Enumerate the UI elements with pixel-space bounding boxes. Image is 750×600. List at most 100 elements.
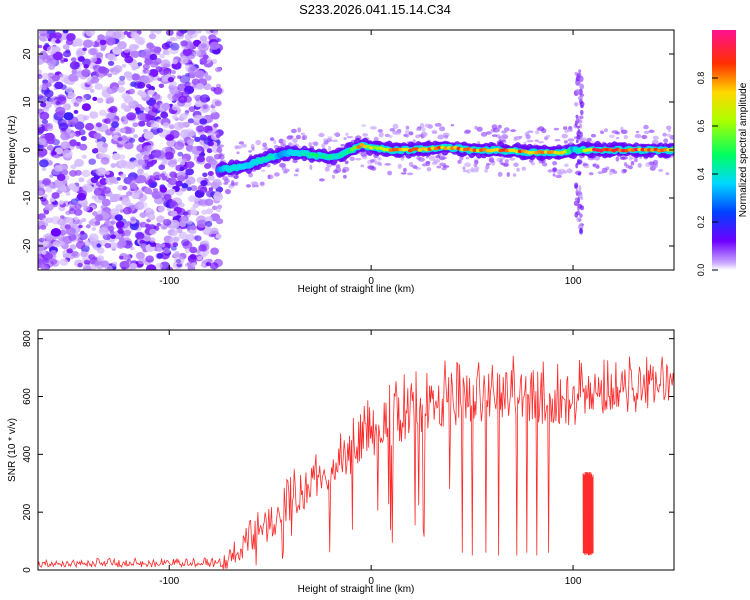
- noise-speckle: [62, 149, 73, 158]
- noise-speckle: [191, 262, 197, 267]
- noise-speckle: [155, 262, 163, 269]
- noise-speckle: [181, 239, 190, 247]
- noise-speckle: [194, 136, 201, 142]
- noise-speckle: [72, 186, 79, 193]
- noise-speckle: [43, 234, 51, 240]
- ridge-core: [330, 154, 336, 159]
- ridge-halo: [594, 155, 600, 161]
- noise-speckle: [168, 200, 177, 207]
- snr-dense-band: [582, 471, 594, 556]
- noise-speckle: [165, 51, 171, 56]
- ridge-halo: [466, 168, 471, 174]
- noise-speckle: [119, 255, 124, 260]
- ridge-halo: [601, 167, 608, 173]
- noise-speckle: [40, 183, 45, 188]
- noise-speckle: [190, 185, 198, 192]
- noise-speckle: [168, 124, 175, 130]
- noise-speckle: [189, 228, 197, 235]
- noise-speckle: [161, 158, 168, 164]
- ridge-halo: [332, 139, 338, 143]
- noise-speckle: [191, 78, 200, 85]
- noise-speckle: [90, 176, 99, 184]
- noise-speckle: [82, 183, 92, 192]
- noise-speckle: [196, 155, 205, 163]
- noise-speckle: [174, 255, 185, 265]
- noise-speckle: [93, 148, 99, 152]
- noise-speckle: [42, 240, 50, 247]
- noise-speckle: [73, 216, 79, 221]
- vertical-feature-mark: [577, 191, 583, 198]
- noise-speckle: [45, 217, 53, 224]
- ridge-halo: [251, 146, 255, 151]
- noise-speckle: [139, 106, 145, 111]
- colorbar-tick-label: 0.0: [696, 264, 706, 277]
- noise-speckle: [182, 48, 193, 56]
- noise-speckle: [38, 75, 42, 80]
- noise-speckle: [68, 208, 77, 215]
- noise-speckle: [177, 151, 184, 157]
- ridge-halo: [301, 135, 306, 140]
- noise-speckle: [123, 30, 129, 35]
- noise-speckle: [98, 227, 110, 236]
- noise-speckle: [161, 175, 168, 181]
- noise-speckle: [69, 61, 80, 70]
- noise-speckle: [200, 180, 208, 187]
- snr-plot-area: [38, 330, 674, 570]
- noise-speckle: [119, 173, 127, 179]
- noise-speckle: [170, 210, 178, 217]
- noise-speckle: [112, 57, 118, 61]
- noise-speckle: [200, 253, 207, 258]
- noise-speckle: [85, 122, 94, 131]
- snr-y-tick-label: 0: [22, 567, 33, 573]
- noise-speckle: [54, 81, 64, 90]
- ridge-halo: [637, 163, 642, 168]
- vertical-feature-mark: [577, 205, 580, 212]
- ridge-halo: [537, 141, 544, 144]
- noise-speckle: [88, 233, 99, 242]
- noise-speckle: [48, 64, 56, 70]
- noise-speckle: [196, 125, 205, 132]
- noise-speckle: [159, 186, 168, 193]
- noise-speckle: [186, 186, 192, 191]
- noise-speckle: [157, 77, 162, 82]
- noise-speckle: [214, 100, 222, 107]
- ridge-halo: [652, 135, 659, 140]
- noise-speckle: [183, 211, 189, 216]
- ridge-halo: [217, 144, 224, 148]
- noise-speckle: [146, 264, 157, 270]
- noise-speckle: [194, 235, 202, 242]
- noise-speckle: [190, 225, 197, 231]
- noise-speckle: [122, 185, 128, 191]
- ridge-halo: [498, 136, 502, 141]
- vertical-feature-mark: [578, 223, 583, 229]
- noise-speckle: [55, 101, 61, 106]
- figure-title: S233.2026.041.15.14.C34: [299, 2, 451, 17]
- ridge-halo: [509, 157, 516, 161]
- ridge-halo: [630, 161, 635, 166]
- noise-speckle: [88, 48, 97, 56]
- noise-speckle: [213, 87, 223, 95]
- noise-speckle: [151, 93, 161, 101]
- noise-speckle: [43, 259, 54, 268]
- noise-speckle: [74, 203, 82, 210]
- noise-speckle: [196, 30, 202, 34]
- ridge-halo: [371, 166, 377, 171]
- noise-speckle: [179, 166, 185, 172]
- noise-speckle: [123, 48, 130, 54]
- noise-speckle: [99, 39, 107, 46]
- vertical-feature-mark: [574, 197, 580, 201]
- noise-speckle: [41, 250, 47, 255]
- noise-speckle: [107, 73, 113, 78]
- ridge-halo: [273, 139, 277, 145]
- noise-speckle: [158, 83, 165, 89]
- noise-speckle: [165, 30, 174, 36]
- noise-speckle: [38, 117, 43, 125]
- ridge-halo: [623, 162, 628, 167]
- noise-speckle: [190, 209, 198, 216]
- ridge-halo: [407, 172, 414, 176]
- noise-speckle: [171, 70, 176, 75]
- snr-y-tick-label: 400: [22, 446, 33, 463]
- noise-speckle: [208, 187, 214, 192]
- noise-speckle: [160, 59, 171, 68]
